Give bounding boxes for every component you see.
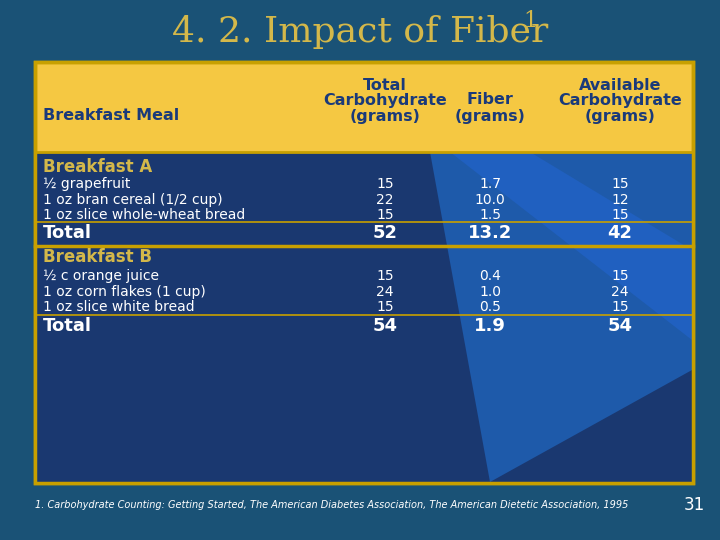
Text: 1.0: 1.0 <box>479 285 501 299</box>
Text: 15: 15 <box>611 177 629 191</box>
Text: 15: 15 <box>376 269 394 283</box>
Text: 15: 15 <box>611 269 629 283</box>
Text: Carbohydrate: Carbohydrate <box>558 92 682 107</box>
Text: 1: 1 <box>523 10 537 32</box>
Polygon shape <box>450 152 692 340</box>
Polygon shape <box>430 152 692 482</box>
Text: 15: 15 <box>376 300 394 314</box>
FancyBboxPatch shape <box>36 152 692 482</box>
Text: Breakfast Meal: Breakfast Meal <box>43 109 179 124</box>
Text: Total: Total <box>363 78 407 92</box>
Text: Total: Total <box>43 317 92 335</box>
Text: ½ grapefruit: ½ grapefruit <box>43 177 130 191</box>
Text: 15: 15 <box>376 177 394 191</box>
Text: 54: 54 <box>608 317 632 335</box>
Text: 15: 15 <box>611 300 629 314</box>
Text: 1 oz corn flakes (1 cup): 1 oz corn flakes (1 cup) <box>43 285 206 299</box>
Text: 24: 24 <box>377 285 394 299</box>
Text: 1 oz slice white bread: 1 oz slice white bread <box>43 300 194 314</box>
Text: (grams): (grams) <box>585 109 655 124</box>
Text: 54: 54 <box>372 317 397 335</box>
Text: 0.5: 0.5 <box>479 300 501 314</box>
Text: ½ c orange juice: ½ c orange juice <box>43 269 159 283</box>
Text: 10.0: 10.0 <box>474 193 505 207</box>
Text: Carbohydrate: Carbohydrate <box>323 92 447 107</box>
Text: 4. 2. Impact of Fiber: 4. 2. Impact of Fiber <box>172 15 548 49</box>
Text: 52: 52 <box>372 224 397 242</box>
Text: Fiber: Fiber <box>467 92 513 107</box>
Text: (grams): (grams) <box>350 109 420 124</box>
Text: 12: 12 <box>611 193 629 207</box>
Text: 0.4: 0.4 <box>479 269 501 283</box>
Text: 1.5: 1.5 <box>479 208 501 222</box>
Text: Breakfast A: Breakfast A <box>43 158 152 176</box>
Text: 1. Carbohydrate Counting: Getting Started, The American Diabetes Association, Th: 1. Carbohydrate Counting: Getting Starte… <box>35 500 629 510</box>
Text: Total: Total <box>43 224 92 242</box>
Text: 15: 15 <box>611 208 629 222</box>
Text: 13.2: 13.2 <box>468 224 512 242</box>
Text: 15: 15 <box>376 208 394 222</box>
Text: 42: 42 <box>608 224 632 242</box>
FancyBboxPatch shape <box>35 62 693 483</box>
Text: Breakfast B: Breakfast B <box>43 248 152 266</box>
Text: 22: 22 <box>377 193 394 207</box>
Text: 1.9: 1.9 <box>474 317 506 335</box>
Text: 24: 24 <box>611 285 629 299</box>
Text: 1 oz slice whole-wheat bread: 1 oz slice whole-wheat bread <box>43 208 246 222</box>
Text: 1.7: 1.7 <box>479 177 501 191</box>
Text: (grams): (grams) <box>454 109 526 124</box>
Text: 31: 31 <box>684 496 705 514</box>
Text: 1 oz bran cereal (1/2 cup): 1 oz bran cereal (1/2 cup) <box>43 193 222 207</box>
Text: Available: Available <box>579 78 661 92</box>
